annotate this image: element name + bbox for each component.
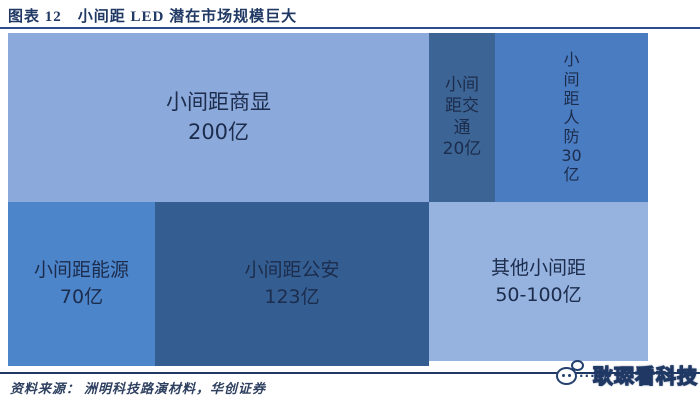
- block-label: 小间距商显: [166, 90, 271, 115]
- footer-rule: [0, 372, 700, 374]
- source-note: 资料来源： 洲明科技路演材料，华创证券: [10, 378, 266, 397]
- wechat-watermark: ··· 耿琛看科技: [555, 358, 698, 390]
- chat-bubble-small-icon: [571, 360, 584, 371]
- treemap-block-other: 其他小间距 50-100亿: [429, 202, 648, 361]
- treemap-block-public-security: 小间距公安 123亿: [155, 202, 429, 366]
- block-label: 小间距人防: [563, 50, 580, 147]
- figure-number: 图表 12: [8, 8, 62, 25]
- block-value: 70亿: [59, 286, 104, 308]
- block-value: 50-100亿: [495, 283, 582, 306]
- figure-title: 小间距 LED 潜在市场规模巨大: [77, 8, 298, 25]
- figure-header: 图表 12 小间距 LED 潜在市场规模巨大: [8, 4, 297, 26]
- source-label: 资料来源：: [10, 381, 81, 396]
- treemap-block-energy: 小间距能源 70亿: [8, 202, 155, 366]
- block-value: 123亿: [264, 286, 320, 308]
- block-value: 30亿: [561, 146, 582, 185]
- block-value: 200亿: [187, 119, 250, 144]
- source-text: 洲明科技路演材料，华创证券: [84, 381, 267, 396]
- title-underline: [0, 27, 700, 29]
- ellipsis-dots-icon: ···: [579, 369, 596, 383]
- treemap-chart: 小间距商显 200亿 小间距交通 20亿 小间距人防 30亿 小间距能源 70亿…: [8, 33, 648, 366]
- treemap-block-civil-defense: 小间距人防 30亿: [495, 33, 648, 202]
- block-label: 小间距公安: [244, 259, 340, 282]
- block-value: 20亿: [442, 138, 482, 159]
- chat-bubble-big-icon: [556, 367, 577, 385]
- block-label: 小间距能源: [33, 259, 129, 282]
- watermark-account-name: 耿琛看科技: [592, 363, 698, 388]
- treemap-block-transportation: 小间距交通 20亿: [429, 33, 495, 202]
- block-label: 其他小间距: [490, 256, 586, 279]
- block-label: 小间距交通: [445, 75, 479, 138]
- treemap-block-commercial-display: 小间距商显 200亿: [8, 33, 429, 202]
- wechat-icon: ···: [555, 359, 596, 389]
